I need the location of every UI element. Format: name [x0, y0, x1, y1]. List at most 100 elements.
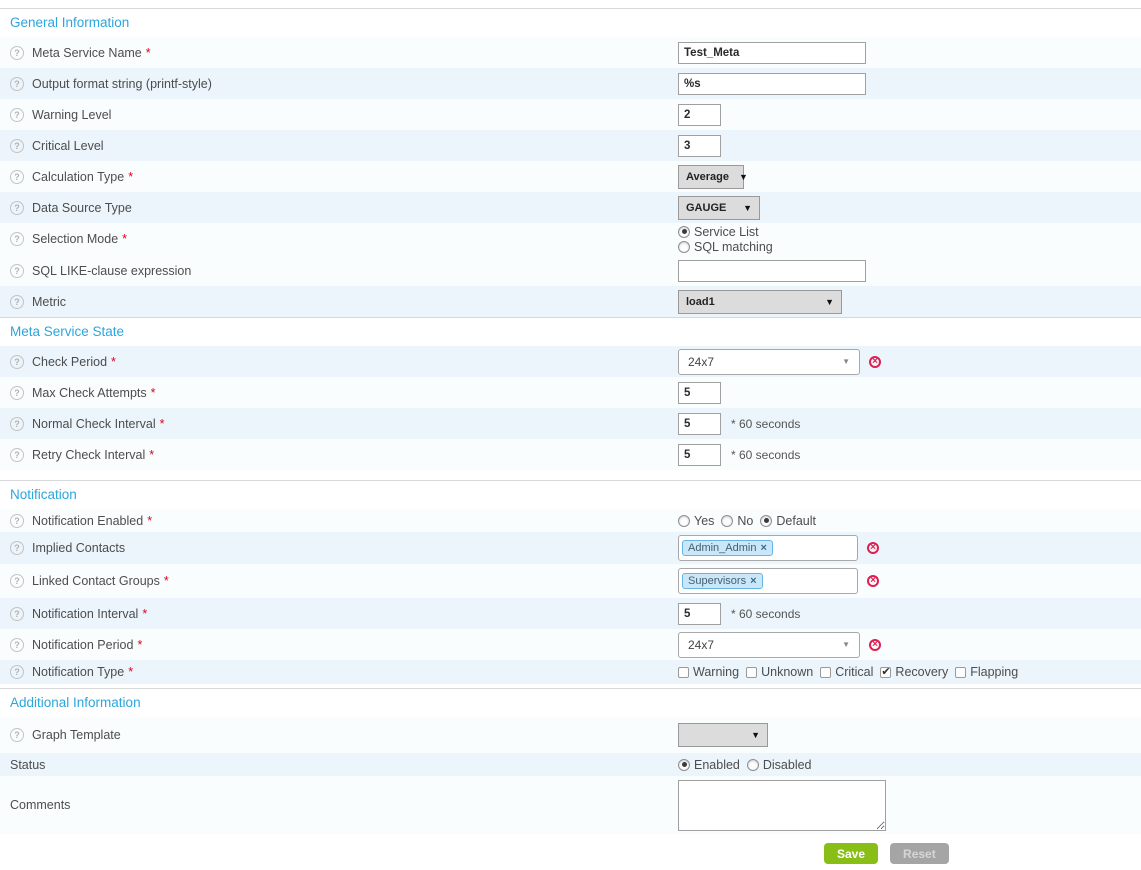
selection-mode-option-service-list[interactable]: Service List	[678, 225, 759, 239]
notification-enabled-option-default[interactable]: Default	[760, 514, 816, 528]
max-check-attempts-input[interactable]	[678, 381, 721, 404]
retry-check-interval-input[interactable]	[678, 443, 721, 466]
row-output-format: ? Output format string (printf-style)	[0, 68, 1141, 99]
help-icon[interactable]: ?	[10, 637, 24, 652]
help-icon[interactable]: ?	[10, 606, 24, 621]
checkbox-flapping[interactable]	[955, 666, 967, 678]
metric-label: Metric	[32, 294, 67, 309]
data-source-type-select[interactable]: GAUGE ▼	[678, 195, 760, 220]
calculation-type-value: Average	[686, 170, 730, 183]
required-marker: *	[128, 169, 134, 184]
row-warning-level: ? Warning Level	[0, 99, 1141, 130]
sql-like-input[interactable]	[678, 259, 866, 282]
row-critical-level: ? Critical Level	[0, 130, 1141, 161]
row-graph-template: ? Graph Template ▼	[0, 717, 1141, 753]
check-period-select[interactable]: 24x7 ▼	[678, 348, 860, 375]
help-icon[interactable]: ?	[10, 354, 24, 369]
linked-contact-groups-select[interactable]: Supervisors ×	[678, 568, 858, 594]
notification-type-option-unknown[interactable]: Unknown	[746, 665, 813, 679]
critical-level-input[interactable]	[678, 134, 721, 157]
radio-yes[interactable]	[678, 514, 690, 527]
remove-tag-icon[interactable]: ×	[750, 575, 757, 587]
help-icon[interactable]: ?	[10, 200, 24, 215]
clear-selection-icon[interactable]: ×	[867, 542, 879, 554]
help-icon[interactable]: ?	[10, 513, 24, 528]
required-marker: *	[147, 513, 153, 528]
clear-selection-icon[interactable]: ×	[867, 575, 879, 587]
normal-check-interval-input[interactable]	[678, 412, 721, 435]
help-icon[interactable]: ?	[10, 416, 24, 431]
notification-period-value: 24x7	[688, 637, 715, 652]
notification-interval-input[interactable]	[678, 602, 721, 625]
radio-disabled[interactable]	[746, 758, 759, 771]
row-linked-contact-groups: ? Linked Contact Groups * Supervisors × …	[0, 564, 1141, 598]
help-icon[interactable]: ?	[10, 107, 24, 122]
help-icon[interactable]: ?	[10, 385, 24, 400]
critical-level-label: Critical Level	[32, 138, 104, 153]
radio-no[interactable]	[721, 514, 734, 527]
row-notification-period: ? Notification Period * 24x7 ▼ ×	[0, 629, 1141, 660]
help-icon[interactable]: ?	[10, 232, 24, 246]
check-period-value: 24x7	[688, 354, 715, 369]
row-meta-service-name: ? Meta Service Name *	[0, 37, 1141, 68]
clear-selection-icon[interactable]: ×	[869, 355, 881, 368]
checkbox-unknown[interactable]	[746, 666, 758, 678]
checkbox-recovery[interactable]	[880, 665, 892, 678]
form-actions: Save Reset	[824, 843, 1141, 864]
reset-button[interactable]: Reset	[890, 843, 949, 864]
output-format-input[interactable]	[678, 72, 866, 95]
radio-service-list[interactable]	[678, 225, 690, 238]
row-normal-check-interval: ? Normal Check Interval * * 60 seconds	[0, 408, 1141, 439]
row-notification-type: ? Notification Type * Warning Unknown Cr…	[0, 660, 1141, 684]
checkbox-critical[interactable]	[820, 666, 832, 678]
data-source-type-label: Data Source Type	[32, 200, 132, 215]
notification-type-option-flapping[interactable]: Flapping	[955, 665, 1018, 679]
radio-default[interactable]	[760, 514, 773, 527]
calculation-type-select[interactable]: Average ▼	[678, 164, 748, 189]
help-icon[interactable]: ?	[10, 541, 24, 555]
implied-contacts-label: Implied Contacts	[32, 541, 126, 555]
help-icon[interactable]: ?	[10, 447, 24, 462]
notification-interval-label: Notification Interval	[32, 606, 139, 621]
caret-down-icon: ▼	[743, 202, 752, 213]
notification-enabled-option-yes[interactable]: Yes	[678, 514, 714, 528]
status-label: Status	[10, 757, 46, 772]
help-icon[interactable]: ?	[10, 728, 24, 742]
help-icon[interactable]: ?	[10, 263, 24, 278]
notification-enabled-label: Notification Enabled	[32, 513, 144, 528]
selection-mode-label: Selection Mode	[32, 232, 119, 246]
notification-type-option-critical[interactable]: Critical	[820, 665, 873, 679]
selection-mode-option-sql-matching[interactable]: SQL matching	[678, 240, 773, 254]
status-option-enabled[interactable]: Enabled	[678, 758, 740, 772]
help-icon[interactable]: ?	[10, 138, 24, 153]
required-marker: *	[159, 416, 165, 431]
checkbox-warning[interactable]	[678, 666, 689, 678]
notification-enabled-option-no[interactable]: No	[721, 514, 753, 528]
help-icon[interactable]: ?	[10, 169, 24, 184]
meta-service-name-input[interactable]	[678, 41, 866, 64]
graph-template-select[interactable]: ▼	[678, 723, 768, 747]
save-button[interactable]: Save	[824, 843, 879, 864]
meta-service-name-label: Meta Service Name	[32, 45, 142, 60]
notification-type-option-warning[interactable]: Warning	[678, 665, 739, 679]
implied-contacts-select[interactable]: Admin_Admin ×	[678, 535, 858, 561]
clear-selection-icon[interactable]: ×	[869, 638, 881, 651]
notification-type-label: Notification Type	[32, 665, 125, 679]
help-icon[interactable]: ?	[10, 665, 24, 679]
help-icon[interactable]: ?	[10, 76, 24, 91]
metric-select[interactable]: load1 ▼	[678, 289, 842, 314]
section-title-additional-information: Additional Information	[0, 688, 1141, 717]
radio-enabled[interactable]	[678, 758, 690, 771]
warning-level-input[interactable]	[678, 103, 721, 126]
comments-textarea[interactable]	[678, 779, 886, 831]
remove-tag-icon[interactable]: ×	[760, 542, 767, 554]
required-marker: *	[128, 665, 134, 679]
radio-sql-matching[interactable]	[678, 240, 690, 253]
help-icon[interactable]: ?	[10, 574, 24, 588]
comments-label: Comments	[10, 798, 71, 812]
help-icon[interactable]: ?	[10, 45, 24, 60]
help-icon[interactable]: ?	[10, 294, 24, 309]
notification-type-option-recovery[interactable]: Recovery	[880, 665, 948, 679]
notification-period-select[interactable]: 24x7 ▼	[678, 631, 860, 658]
status-option-disabled[interactable]: Disabled	[746, 758, 812, 772]
